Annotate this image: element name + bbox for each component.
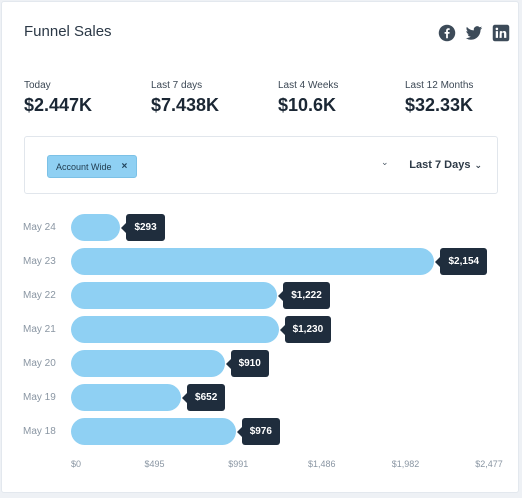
bar[interactable] [71, 384, 182, 411]
stat-label: Today [24, 80, 51, 91]
x-axis-tick-label: $1,486 [308, 459, 336, 469]
bar-value-label: $976 [236, 418, 280, 445]
twitter-icon[interactable] [465, 24, 483, 42]
bar-value-label: $2,154 [435, 248, 488, 275]
bar-value-label: $293 [121, 214, 165, 241]
bar-category-label: May 18 [23, 426, 56, 437]
bar-value-label: $1,222 [278, 282, 330, 309]
bar[interactable] [71, 282, 278, 309]
chevron-down-icon[interactable]: ⌄ [381, 157, 389, 167]
facebook-icon[interactable] [438, 24, 456, 42]
stat-value: $7.438K [151, 95, 220, 115]
bar-category-label: May 21 [23, 324, 56, 335]
bar-category-label: May 23 [23, 256, 56, 267]
stat-value: $2.447K [24, 95, 93, 115]
x-axis-tick-label: $495 [144, 459, 165, 469]
widget-title: Funnel Sales [24, 23, 112, 40]
x-axis-tick-label: $991 [228, 459, 249, 469]
stat-last-7-days: Last 7 days $7.438K [151, 80, 219, 116]
bar-category-label: May 19 [23, 392, 56, 403]
filter-panel: Account Wide × ⌄ Last 7 Days ⌄ [24, 136, 498, 194]
stat-today: Today $2.447K [24, 80, 92, 116]
x-axis-tick-label: $2,477 [475, 459, 503, 469]
stat-last-4-weeks: Last 4 Weeks $10.6K [278, 80, 338, 116]
bar-category-label: May 24 [23, 222, 56, 233]
bar-value-label: $1,230 [279, 316, 332, 343]
stat-label: Last 7 days [151, 80, 203, 91]
chevron-down-icon: ⌄ [474, 159, 482, 170]
bar[interactable] [71, 418, 236, 445]
x-axis-tick-label: $0 [71, 459, 82, 469]
bar-category-label: May 22 [23, 290, 56, 301]
bar[interactable] [71, 248, 435, 275]
stat-label: Last 4 Weeks [278, 80, 339, 91]
bar-value-label: $652 [181, 384, 226, 411]
stat-label: Last 12 Months [405, 80, 474, 91]
bar[interactable] [71, 316, 279, 343]
stat-value: $10.6K [278, 95, 337, 115]
x-axis-tick-label: $1,982 [391, 459, 420, 469]
chip-label: Account Wide [56, 161, 112, 172]
bar[interactable] [71, 214, 121, 241]
period-dropdown[interactable]: Last 7 Days ⌄ [409, 159, 482, 171]
social-share-bar [438, 24, 510, 42]
stat-last-12-months: Last 12 Months $32.33K [405, 80, 473, 116]
bar-value-label: $910 [225, 350, 269, 377]
bar-category-label: May 20 [23, 358, 56, 369]
stat-value: $32.33K [405, 95, 474, 115]
account-filter-chip[interactable]: Account Wide × [47, 155, 138, 178]
bar[interactable] [71, 350, 225, 377]
chip-remove-icon[interactable]: × [121, 161, 128, 172]
period-label: Last 7 Days [409, 159, 471, 171]
linkedin-icon[interactable] [492, 24, 510, 42]
